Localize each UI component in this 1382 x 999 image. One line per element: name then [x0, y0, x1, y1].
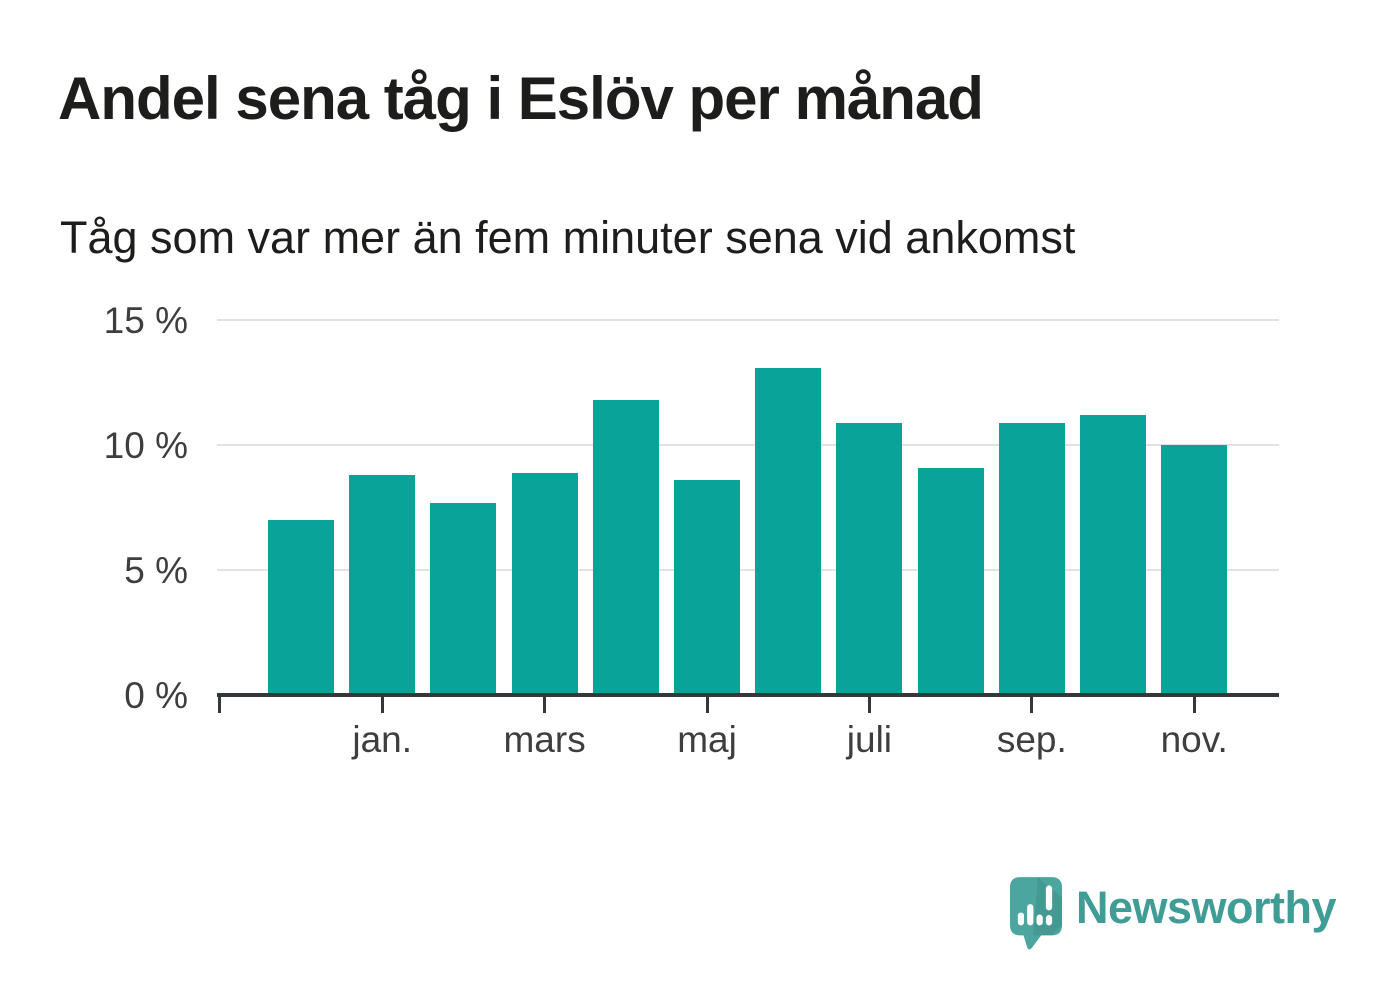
- page-title: Andel sena tåg i Eslöv per månad: [58, 65, 984, 132]
- bar-sep: [998, 422, 1065, 695]
- brand-name: Newsworthy: [1076, 882, 1337, 933]
- x-axis-tick-jan: [380, 697, 384, 713]
- x-axis-label: sep.: [996, 719, 1067, 760]
- bar-dec: [268, 520, 334, 695]
- bar-apr: [592, 400, 659, 695]
- x-axis-tick-maj: [705, 697, 709, 713]
- gridline-15-percent: [217, 319, 1279, 321]
- y-axis-label: 15 %: [103, 300, 188, 341]
- bar-mars: [511, 472, 578, 695]
- x-axis-label: jan.: [352, 719, 413, 760]
- bar-juli: [836, 422, 903, 695]
- x-axis-label: maj: [677, 719, 737, 760]
- x-axis-tick-sep: [1030, 697, 1034, 713]
- bar-feb: [430, 502, 497, 695]
- bar-okt: [1080, 415, 1146, 695]
- y-axis-label: 10 %: [103, 425, 188, 466]
- bar-juni: [755, 367, 822, 695]
- x-axis-tick-nov: [1192, 697, 1196, 713]
- x-axis-tick-juli: [867, 697, 871, 713]
- gridline-5-percent: [217, 569, 1279, 571]
- bar-aug: [917, 467, 984, 695]
- page-subtitle: Tåg som var mer än fem minuter sena vid …: [60, 212, 1076, 263]
- y-axis-label: 0 %: [124, 675, 188, 716]
- bar-jan: [349, 475, 416, 695]
- x-axis-label: juli: [846, 719, 893, 760]
- x-axis-label: nov.: [1160, 719, 1228, 760]
- bar-maj: [674, 480, 740, 695]
- bar-nov: [1161, 445, 1228, 695]
- axis-origin-tick: [218, 697, 221, 713]
- y-axis-label: 5 %: [124, 550, 188, 591]
- newsworthy-logo-icon: [1010, 877, 1062, 950]
- gridline-10-percent: [217, 444, 1279, 446]
- x-axis-line: [217, 693, 1279, 697]
- x-axis-tick-mars: [543, 697, 547, 713]
- x-axis-label: mars: [503, 719, 586, 760]
